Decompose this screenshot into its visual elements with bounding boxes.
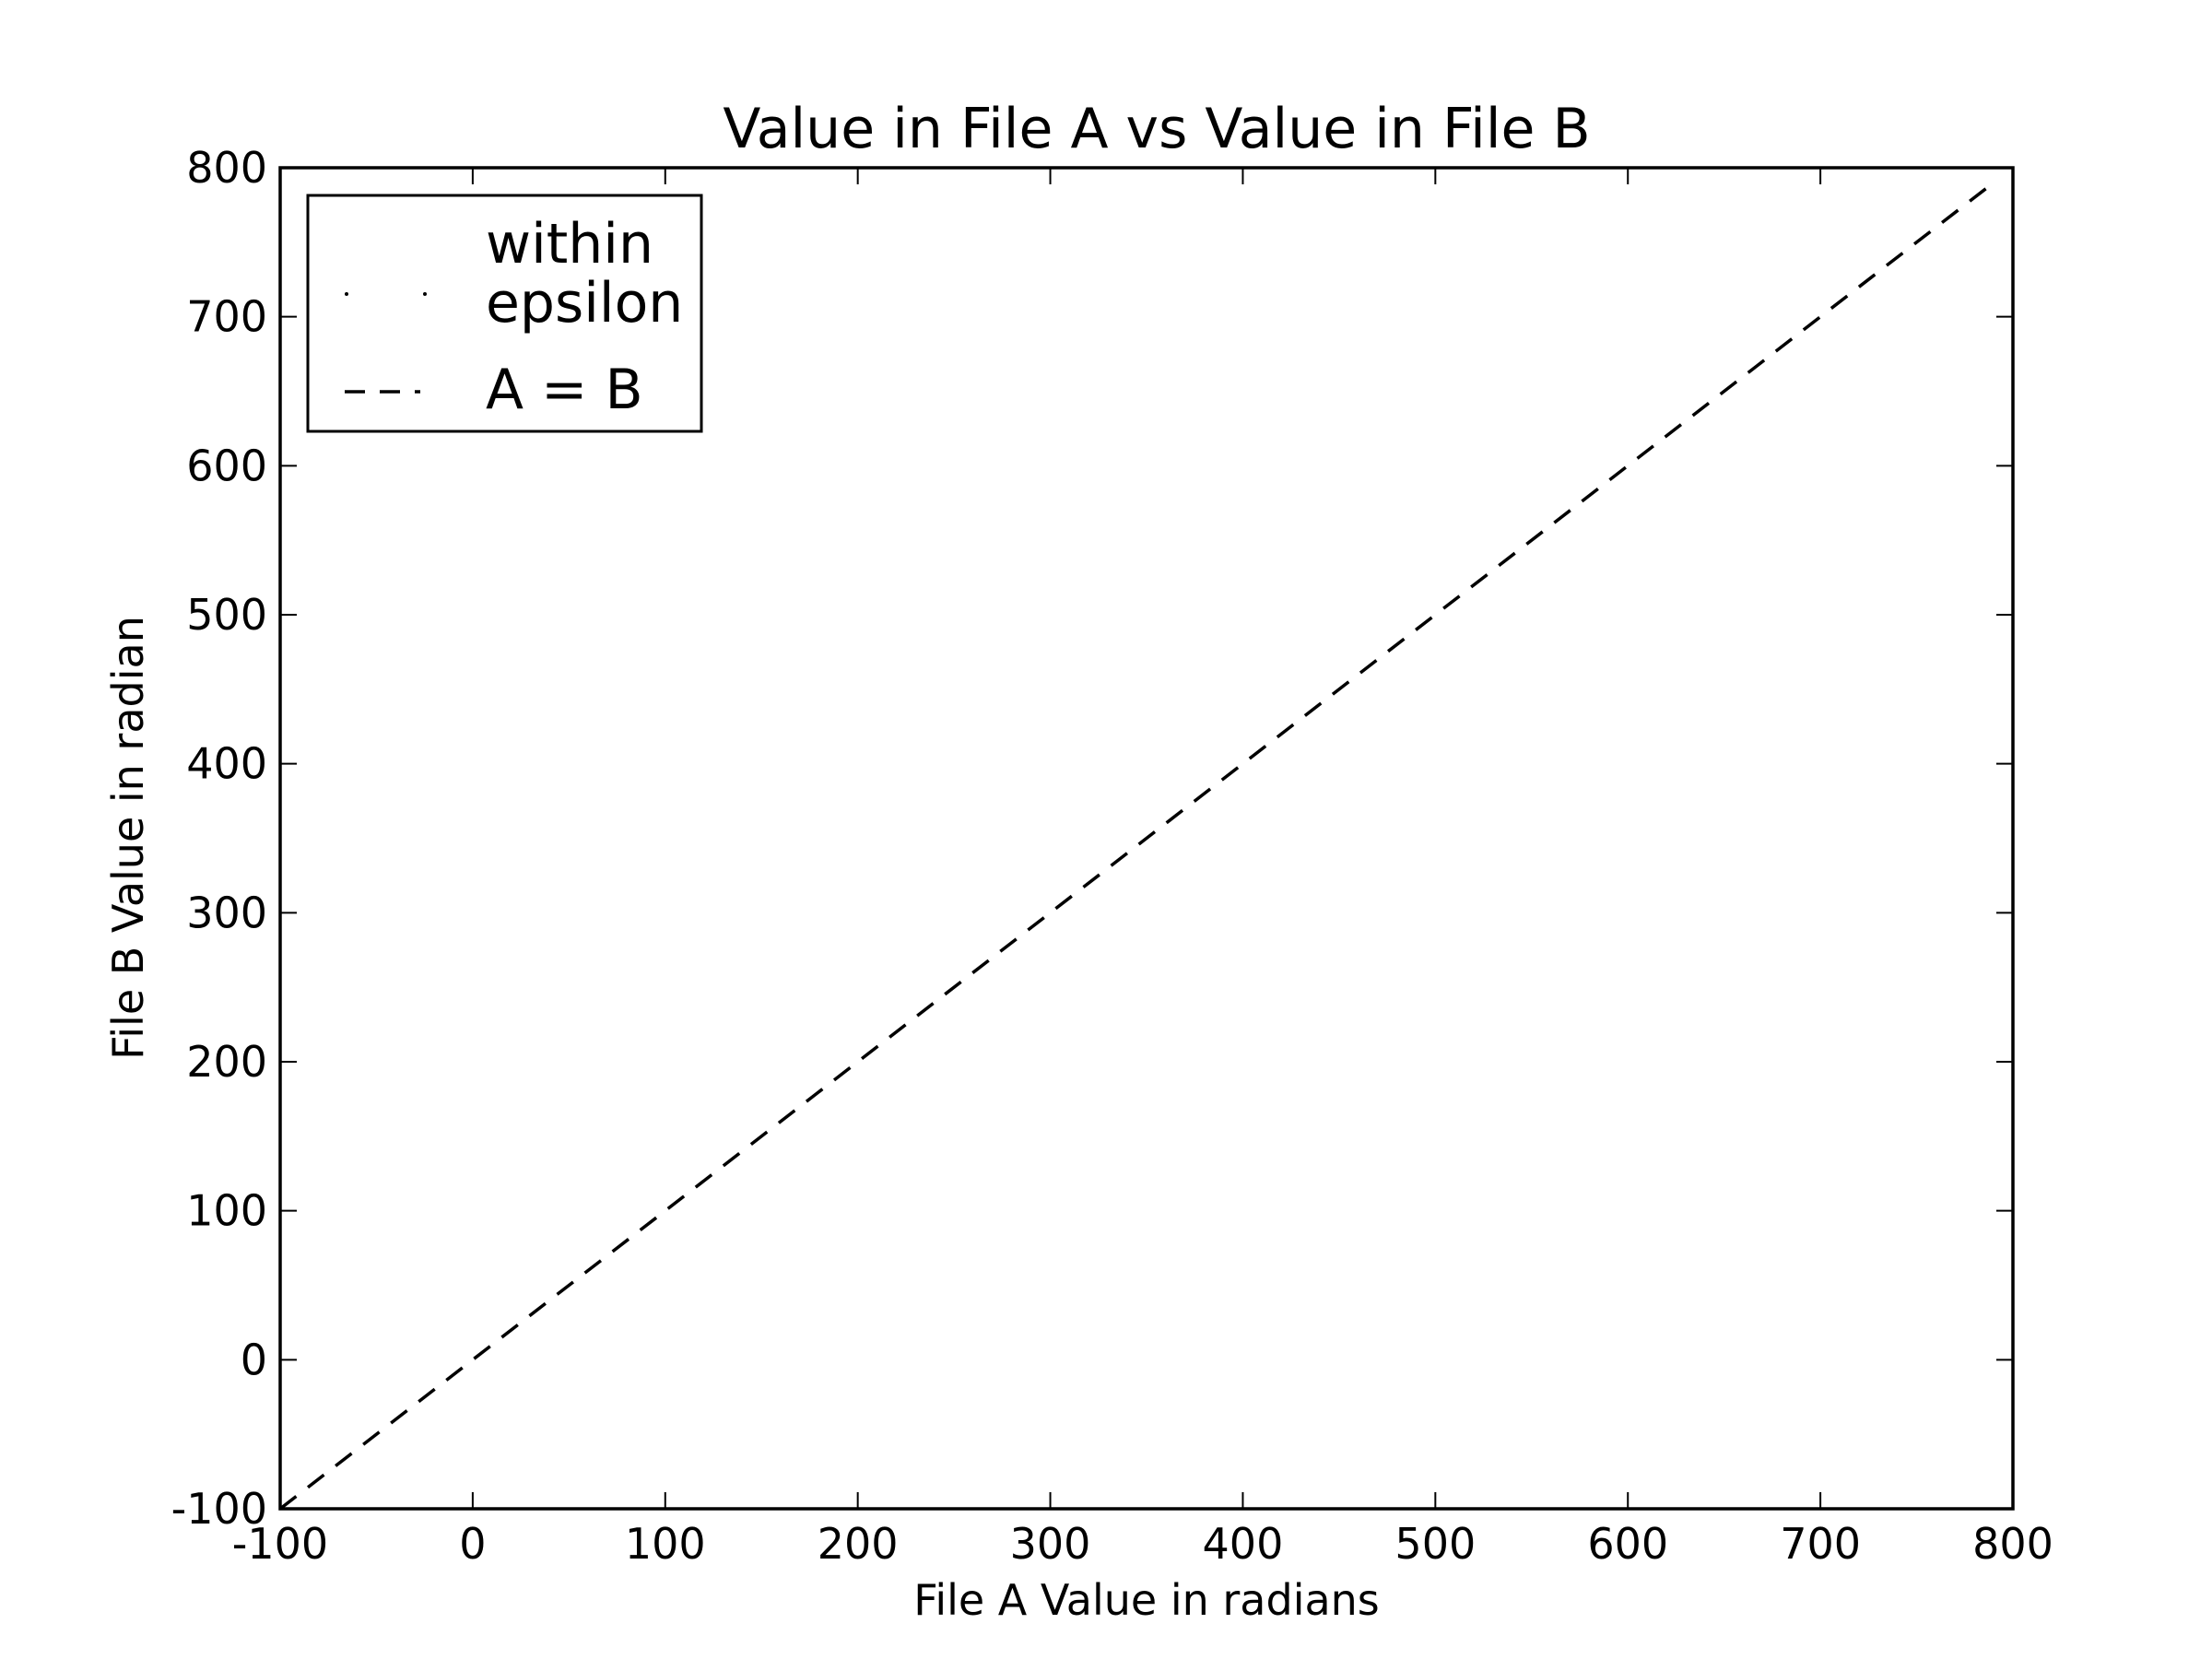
legend-label: within	[486, 212, 653, 276]
x-tick-label: 100	[625, 1519, 706, 1569]
y-tick-label: 500	[186, 590, 267, 640]
x-tick-label: 800	[1972, 1519, 2053, 1569]
legend-marker-points	[423, 292, 427, 296]
y-tick-label: 400	[186, 739, 267, 789]
legend-marker-points	[345, 292, 348, 296]
y-tick-label: 100	[186, 1186, 267, 1236]
y-tick-label: -100	[171, 1484, 267, 1534]
x-tick-label: 600	[1587, 1519, 1668, 1569]
x-tick-label: 400	[1203, 1519, 1284, 1569]
y-tick-label: 300	[186, 888, 267, 937]
y-tick-label: 700	[186, 292, 267, 342]
series-layer	[278, 181, 1995, 1511]
x-tick-label: 300	[1010, 1519, 1091, 1569]
x-tick-label: 500	[1394, 1519, 1476, 1569]
ticks-layer: -100 0 100 200 300 400 500 600 700 800 -100 0 100 200…	[171, 143, 2053, 1569]
x-axis-label: File A Value in radians	[913, 1575, 1380, 1625]
series-line-a-equals-b	[278, 181, 1995, 1511]
y-tick-label: 200	[186, 1037, 267, 1087]
plot-area: -100 0 100 200 300 400 500 600 700 800 -100 0 100 200…	[171, 143, 2053, 1569]
plot-frame	[278, 166, 2015, 1511]
x-tick-label: 200	[818, 1519, 899, 1569]
y-tick-label: 600	[186, 441, 267, 490]
x-tick-label: 0	[459, 1519, 486, 1569]
x-tick-label: -100	[232, 1519, 328, 1569]
legend-frame	[306, 194, 703, 433]
y-axis-label: File B Value in radian	[103, 616, 153, 1060]
x-tick-label: 700	[1780, 1519, 1861, 1569]
y-tick-label: 800	[186, 143, 267, 193]
chart-title: Value in File A vs Value in File B	[723, 97, 1590, 161]
legend-label: epsilon	[486, 271, 683, 335]
y-tick-label: 0	[241, 1335, 267, 1384]
legend-label: A = B	[486, 358, 643, 422]
